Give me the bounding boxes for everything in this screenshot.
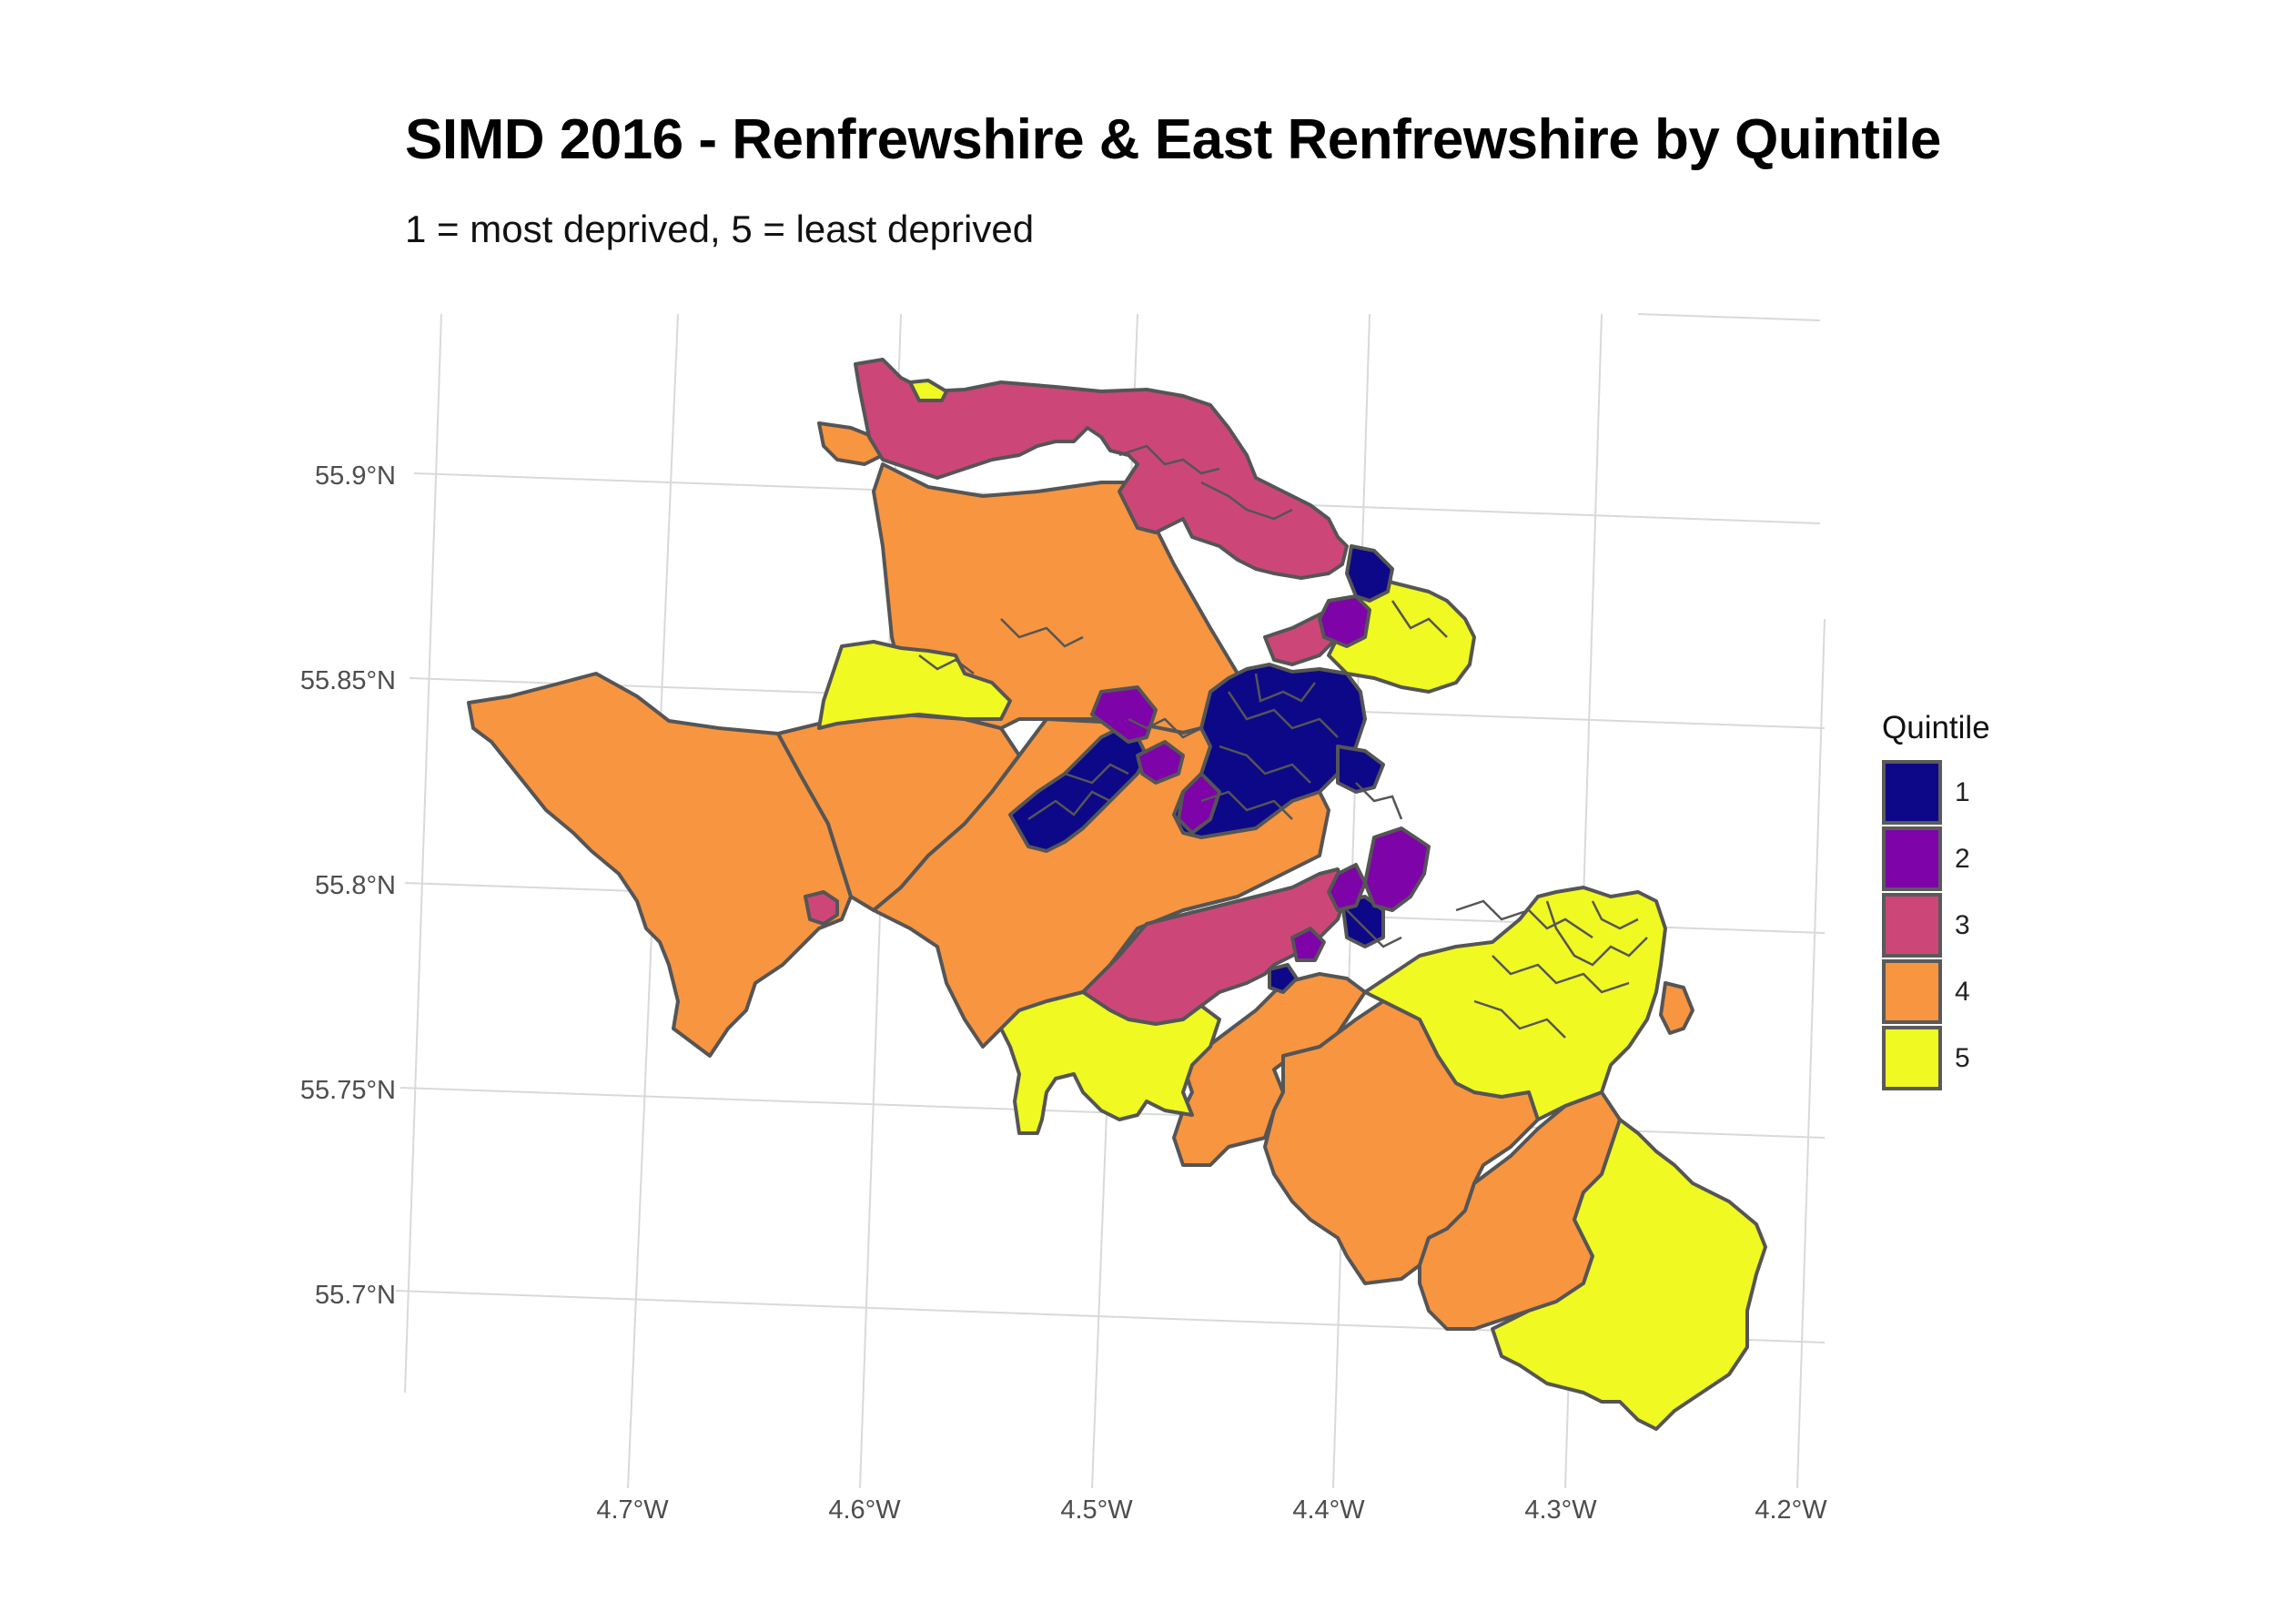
region-q1-east	[1336, 745, 1385, 794]
map-title: SIMD 2016 - Renfrewshire & East Renfrews…	[405, 108, 1941, 171]
legend-item-3: 3	[1882, 892, 1990, 958]
legend-label: 1	[1955, 776, 1970, 807]
legend-swatch	[1882, 893, 1942, 958]
legend: Quintile 1 2 3 4 5	[1882, 710, 1990, 1091]
legend-item-2: 2	[1882, 826, 1990, 892]
grid-lon-4.2	[1796, 618, 1826, 1489]
legend-swatch	[1882, 826, 1942, 891]
y-tick-label: 55.7°N	[315, 1281, 396, 1310]
region-q2-johnstone	[1136, 740, 1185, 785]
region-q2-renfrew	[1318, 594, 1371, 648]
region-q2-barrhead	[1363, 826, 1431, 912]
legend-item-5: 5	[1882, 1025, 1990, 1091]
legend-label: 4	[1955, 976, 1970, 1007]
x-tick-label: 4.4°W	[1292, 1495, 1365, 1525]
x-axis-labels: 4.7°W 4.6°W 4.5°W 4.4°W 4.3°W 4.2°W	[596, 1495, 1827, 1525]
region-q2-neilston	[1290, 927, 1326, 962]
grid-top-edge	[1637, 313, 1821, 321]
region-q5-top-small	[908, 379, 948, 402]
x-tick-label: 4.3°W	[1524, 1495, 1597, 1525]
region-q3-small-west	[804, 890, 839, 926]
region-q1-small-south	[1268, 963, 1299, 994]
y-axis-labels: 55.9°N 55.85°N 55.8°N 55.75°N 55.7°N	[300, 461, 396, 1310]
region-q2-south	[1327, 863, 1367, 912]
map-subtitle: 1 = most deprived, 5 = least deprived	[405, 208, 1035, 250]
region-q1-barrhead	[1340, 895, 1385, 948]
legend-label: 5	[1955, 1042, 1970, 1073]
legend-item-4: 4	[1882, 958, 1990, 1025]
legend-swatch	[1882, 1026, 1942, 1090]
regions	[467, 358, 1767, 1431]
grid-left-edge	[404, 313, 442, 1394]
legend-swatch	[1882, 760, 1942, 825]
y-tick-label: 55.75°N	[300, 1076, 396, 1105]
y-tick-label: 55.8°N	[315, 871, 396, 900]
region-q2-paisley-ring	[1177, 772, 1221, 835]
region-q5-west	[817, 640, 1012, 730]
x-tick-label: 4.5°W	[1060, 1495, 1133, 1525]
legend-swatch	[1882, 959, 1942, 1024]
datazone-boundaries	[918, 444, 1648, 1039]
region-q5-east-large	[1363, 886, 1667, 1121]
legend-label: 3	[1955, 909, 1970, 940]
legend-label: 2	[1955, 843, 1970, 874]
x-tick-label: 4.2°W	[1755, 1495, 1827, 1525]
region-q5-southeast	[1491, 1118, 1767, 1431]
x-tick-label: 4.6°W	[828, 1495, 901, 1525]
region-q4-small-nw	[817, 421, 885, 466]
legend-item-1: 1	[1882, 759, 1990, 826]
y-tick-label: 55.85°N	[300, 666, 396, 695]
region-q4-west	[467, 672, 853, 1058]
y-tick-label: 55.9°N	[315, 461, 396, 491]
region-q1-renfrew	[1345, 544, 1394, 603]
x-tick-label: 4.7°W	[596, 1495, 669, 1525]
region-q2-west-ring	[1090, 685, 1158, 744]
region-q5-south-a	[999, 990, 1221, 1135]
region-q3-north	[854, 358, 1349, 580]
region-q4-small-east	[1659, 981, 1694, 1035]
legend-title: Quintile	[1882, 710, 1990, 745]
